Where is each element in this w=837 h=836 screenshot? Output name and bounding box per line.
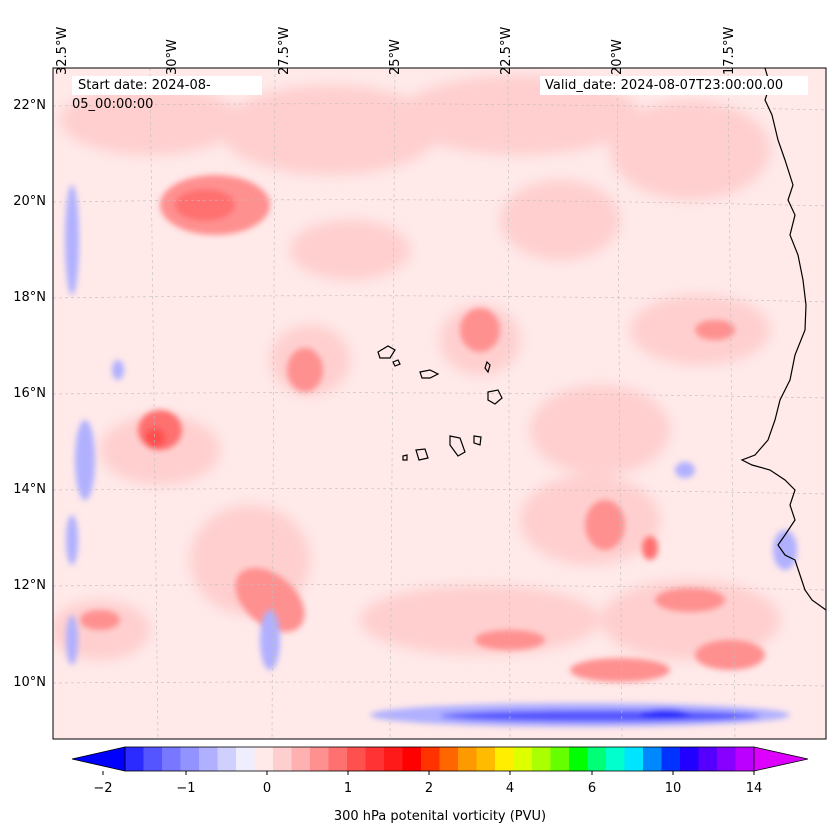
colorbar-cell xyxy=(495,747,514,771)
colorbar-tick-label: 2 xyxy=(424,781,434,796)
colorbar-tick-label: 4 xyxy=(505,781,515,796)
colorbar-cell xyxy=(125,747,144,771)
colorbar-cell xyxy=(365,747,385,771)
colorbar-cell xyxy=(513,747,533,771)
colorbar-cell xyxy=(698,747,718,771)
colorbar-cell xyxy=(217,747,237,771)
colorbar-cell xyxy=(328,747,348,771)
map-frame xyxy=(52,67,827,740)
colorbar-cell xyxy=(643,747,662,771)
colorbar-cells xyxy=(124,746,755,772)
lat-label: 12°N xyxy=(13,578,46,593)
colorbar-cell xyxy=(384,747,403,771)
colorbar-tick-label: 6 xyxy=(587,781,597,796)
colorbar-ticks xyxy=(102,771,755,775)
colorbar-cell xyxy=(254,747,274,771)
colorbar-cell xyxy=(402,747,422,771)
lat-label: 10°N xyxy=(13,675,46,690)
colorbar-cell xyxy=(143,747,163,771)
lat-label: 18°N xyxy=(13,290,46,305)
colorbar-cell xyxy=(606,747,625,771)
colorbar-tick-label: −1 xyxy=(176,781,196,796)
colorbar-cell xyxy=(347,747,366,771)
colorbar-cell xyxy=(624,747,644,771)
pv-field-high xyxy=(80,175,765,682)
lat-label: 16°N xyxy=(13,386,46,401)
start-date-label: Start date: 2024-08-05_00:00:00 xyxy=(72,78,211,112)
colorbar-tick-label: 14 xyxy=(745,781,763,796)
colorbar-extend-low xyxy=(71,746,126,772)
colorbar-label: 300 hPa potenital vorticity (PVU) xyxy=(333,809,547,824)
valid-date-label: Valid_date: 2024-08-07T23:00:00.00 xyxy=(545,78,784,93)
africa-coastline xyxy=(740,68,826,611)
colorbar-cell xyxy=(476,747,496,771)
colorbar-cell xyxy=(550,747,570,771)
colorbar-tick-label: 1 xyxy=(343,781,353,796)
colorbar-cell xyxy=(439,747,459,771)
valid-date-box: Valid_date: 2024-08-07T23:00:00.00 xyxy=(540,76,808,95)
lat-label: 22°N xyxy=(13,98,46,113)
lat-label: 14°N xyxy=(13,482,46,497)
colorbar-cell xyxy=(273,747,292,771)
graticule xyxy=(53,68,826,739)
lat-label: 20°N xyxy=(13,194,46,209)
cape-verde-islands xyxy=(377,345,503,461)
colorbar-cell xyxy=(236,747,255,771)
start-date-box: Start date: 2024-08-05_00:00:00 xyxy=(72,76,262,112)
colorbar-extend-high xyxy=(753,746,809,772)
colorbar-tick-label: 0 xyxy=(262,781,272,796)
colorbar-cell xyxy=(458,747,477,771)
colorbar-cell xyxy=(532,747,551,771)
pv-field-low xyxy=(65,185,797,727)
colorbar-cell xyxy=(587,747,607,771)
colorbar-cell xyxy=(199,747,218,771)
colorbar-cell xyxy=(735,747,755,771)
colorbar-tick-label: 10 xyxy=(664,781,682,796)
colorbar-cell xyxy=(180,747,200,771)
colorbar-tick-label: −2 xyxy=(93,781,113,796)
colorbar-cell xyxy=(680,747,699,771)
colorbar-cell xyxy=(162,747,181,771)
colorbar-cell xyxy=(661,747,681,771)
colorbar-cell xyxy=(310,747,329,771)
colorbar-cell xyxy=(291,747,311,771)
colorbar-cell xyxy=(421,747,440,771)
colorbar-cell xyxy=(717,747,736,771)
colorbar-cell xyxy=(569,747,588,771)
